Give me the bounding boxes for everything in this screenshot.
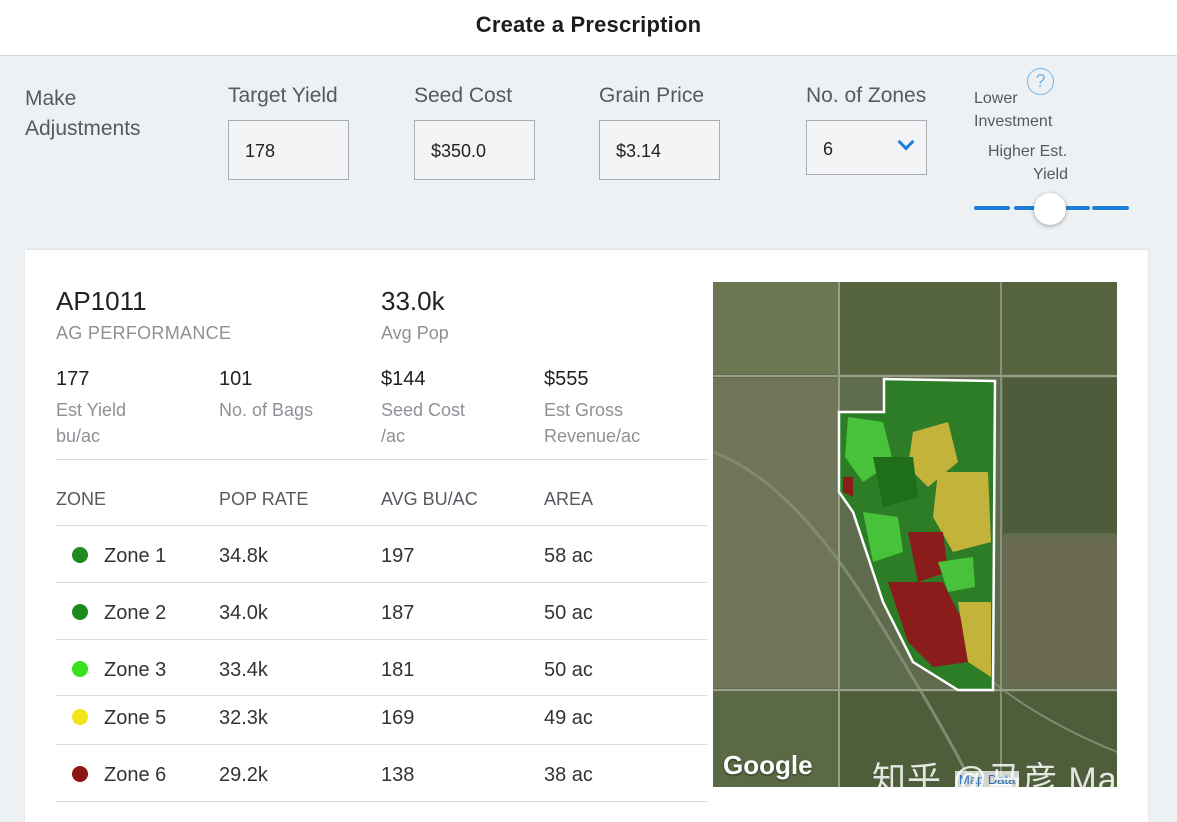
- divider: [56, 801, 707, 802]
- zone-2-area: 50 ac: [544, 602, 593, 624]
- zone-6-avg: 138: [381, 764, 415, 786]
- seed-cost-stat-label: Seed Cost/ac: [381, 397, 465, 449]
- seed-cost-input[interactable]: $350.0: [414, 120, 535, 180]
- zones-select-value: 6: [823, 139, 834, 159]
- hybrid-name: AP1011: [56, 286, 147, 316]
- avg-pop-value: 33.0k: [381, 286, 445, 316]
- zones-select[interactable]: 6: [806, 120, 927, 175]
- investment-slider-thumb[interactable]: [1034, 193, 1066, 225]
- zone-5-pop: 32.3k: [219, 707, 268, 729]
- seed-cost-value: $144: [381, 368, 426, 390]
- zone-2-color-dot: [72, 604, 88, 620]
- slider-low-label-2: Investment: [974, 113, 1053, 130]
- zone-2-pop: 34.0k: [219, 602, 268, 624]
- avg-pop-label: Avg Pop: [381, 323, 449, 343]
- top-bar: Create a Prescription: [0, 0, 1177, 56]
- slider-high-label-2: Yield: [1033, 166, 1068, 183]
- bags-label-line1: No. of Bags: [219, 400, 314, 420]
- zone-1-color-dot: [72, 547, 88, 563]
- header-pop-rate: POP RATE: [219, 489, 309, 509]
- gross-revenue-label: Est Gross Revenue/ac: [544, 397, 640, 449]
- zone-6-name: Zone 6: [104, 764, 167, 786]
- slider-high-label-1: Higher Est.: [988, 143, 1068, 160]
- divider: [56, 695, 707, 696]
- divider: [56, 582, 707, 583]
- zone-1-pop: 34.8k: [219, 545, 268, 567]
- gross-revenue-value: $555: [544, 368, 589, 390]
- target-yield-label: Target Yield: [228, 84, 338, 107]
- grain-price-input[interactable]: $3.14: [599, 120, 720, 180]
- divider: [56, 639, 707, 640]
- seed-cost-label-line2: /ac: [381, 426, 406, 446]
- zone-6-area: 38 ac: [544, 764, 593, 786]
- help-icon[interactable]: ?: [1027, 68, 1054, 95]
- page-title: Create a Prescription: [475, 12, 702, 37]
- grain-price-label: Grain Price: [599, 84, 705, 107]
- investment-slider-track[interactable]: [974, 206, 1129, 210]
- seed-cost-label: Seed Cost: [414, 84, 513, 107]
- header-zone: ZONE: [56, 489, 107, 509]
- zone-3-avg: 181: [381, 659, 415, 681]
- zone-5-name: Zone 5: [104, 707, 167, 729]
- slider-segment: [974, 206, 1010, 210]
- slider-low-label-1: Lower: [974, 90, 1018, 107]
- watermark: 知乎 @马彦 Mark: [872, 761, 1148, 799]
- slider-segment: [1014, 206, 1050, 210]
- zone-3-pop: 33.4k: [219, 659, 268, 681]
- divider: [56, 459, 707, 460]
- zone-2-name: Zone 2: [104, 602, 167, 624]
- divider: [56, 525, 707, 526]
- zone-1-avg: 197: [381, 545, 415, 567]
- zone-3-name: Zone 3: [104, 659, 167, 681]
- make-adjustments-label: Make Adjustments: [25, 87, 141, 140]
- hybrid-brand: AG PERFORMANCE: [56, 323, 232, 343]
- bags-value: 101: [219, 368, 253, 390]
- zone-6-color-dot: [72, 766, 88, 782]
- slider-segment: [1092, 206, 1129, 210]
- zone-2-avg: 187: [381, 602, 415, 624]
- divider: [56, 744, 707, 745]
- zone-3-color-dot: [72, 661, 88, 677]
- zone-5-color-dot: [72, 709, 88, 725]
- est-yield-label-line1: Est Yield: [56, 400, 127, 420]
- zone-1-area: 58 ac: [544, 545, 593, 567]
- field-zone-map[interactable]: [713, 282, 1117, 787]
- slider-segment: [1054, 206, 1090, 210]
- zone-6-pop: 29.2k: [219, 764, 268, 786]
- zone-3-area: 50 ac: [544, 659, 593, 681]
- zone-1-name: Zone 1: [104, 545, 167, 567]
- satellite-image: [713, 282, 1117, 787]
- header-area: AREA: [544, 489, 594, 509]
- target-yield-input[interactable]: 178: [228, 120, 349, 180]
- est-yield-label-line2: bu/ac: [56, 426, 101, 446]
- seed-cost-label-line1: Seed Cost: [381, 400, 466, 420]
- zones-label: No. of Zones: [806, 84, 927, 107]
- gross-revenue-label-line2: Revenue/ac: [544, 426, 641, 446]
- bags-label: No. of Bags: [219, 397, 313, 423]
- gross-revenue-label-line1: Est Gross: [544, 400, 624, 420]
- est-yield-label: Est Yield bu/ac: [56, 397, 126, 449]
- zone-5-avg: 169: [381, 707, 415, 729]
- zone-5-area: 49 ac: [544, 707, 593, 729]
- header-avg-bu: AVG BU/AC: [381, 489, 478, 509]
- google-logo: Google: [723, 750, 813, 780]
- map-data-link[interactable]: Map Data: [955, 771, 1020, 788]
- chevron-down-icon: [897, 133, 915, 151]
- est-yield-value: 177: [56, 368, 90, 390]
